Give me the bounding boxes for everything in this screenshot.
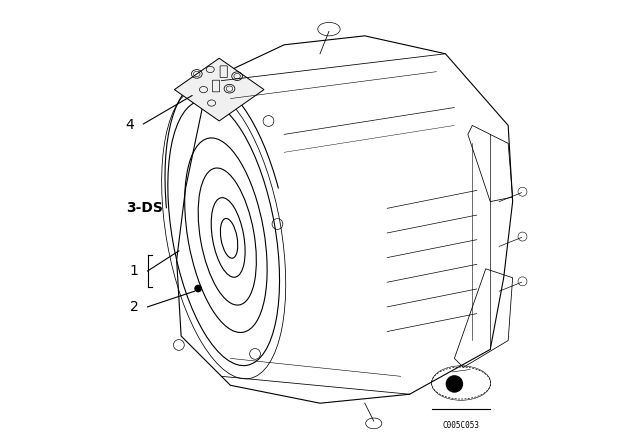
Polygon shape: [175, 58, 264, 121]
Text: 1: 1: [130, 264, 138, 278]
Circle shape: [195, 285, 201, 292]
Text: C005C053: C005C053: [443, 421, 479, 430]
Circle shape: [446, 376, 463, 392]
Text: 3-DS: 3-DS: [127, 201, 163, 215]
Text: 2: 2: [130, 300, 138, 314]
Text: 4: 4: [125, 118, 134, 133]
